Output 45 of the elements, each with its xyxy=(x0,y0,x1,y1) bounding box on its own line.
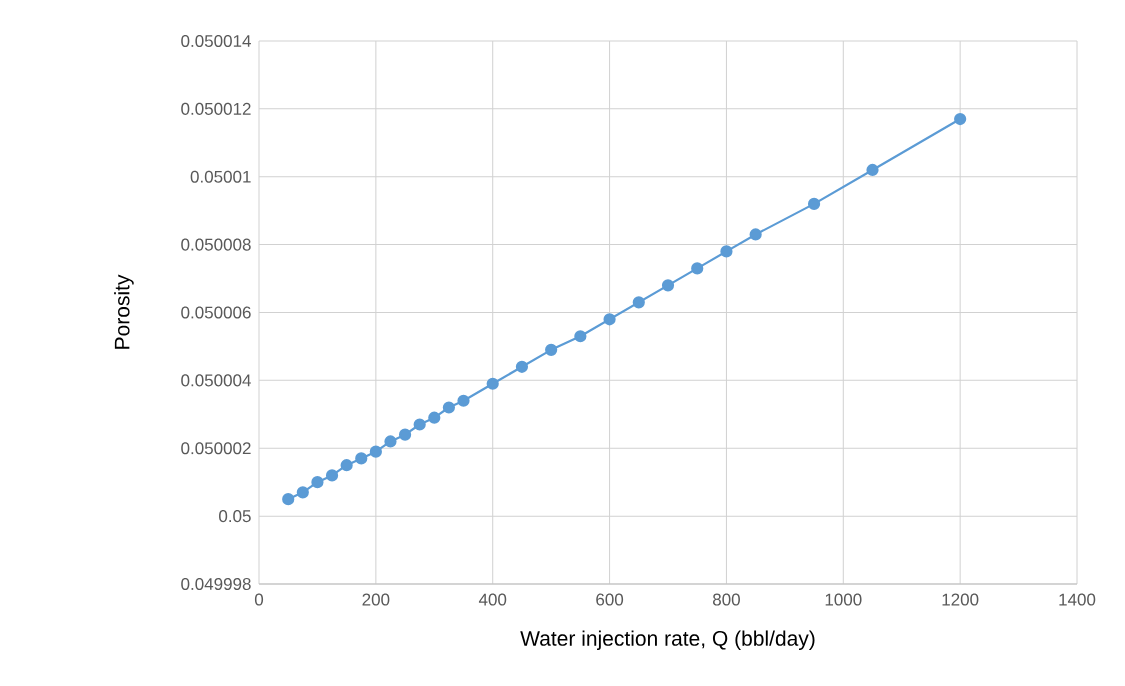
point xyxy=(691,262,704,275)
y-axis-title: Porosity xyxy=(114,274,134,349)
y-tick-label: 0.049998 xyxy=(181,577,251,591)
point xyxy=(749,228,762,241)
y-tick-label: 0.05 xyxy=(219,510,251,523)
point xyxy=(384,435,397,448)
x-tick-label: 400 xyxy=(478,593,507,606)
point xyxy=(632,296,645,309)
point xyxy=(457,394,470,407)
point xyxy=(574,330,587,343)
point xyxy=(603,313,616,326)
x-tick-label: 1400 xyxy=(1059,593,1096,606)
y-tick-label: 0.050004 xyxy=(181,374,251,387)
x-tick-label: 1000 xyxy=(825,593,862,606)
point xyxy=(325,469,339,482)
point xyxy=(486,377,499,390)
point xyxy=(545,343,558,356)
x-tick-label: 800 xyxy=(712,593,740,606)
point xyxy=(661,279,675,292)
point xyxy=(369,445,382,458)
point xyxy=(954,112,967,126)
point xyxy=(428,411,441,424)
point xyxy=(515,360,529,373)
x-axis-title: Water injection rate, Q (bbl/day) xyxy=(520,630,815,651)
x-tick-label: 0 xyxy=(254,593,264,606)
point xyxy=(720,245,733,258)
point xyxy=(355,452,368,465)
x-tick-label: 1200 xyxy=(942,593,979,606)
point xyxy=(866,163,879,177)
point xyxy=(413,418,426,431)
y-tick-label: 0.050006 xyxy=(181,306,251,319)
y-tick-label: 0.050014 xyxy=(181,34,251,48)
point xyxy=(442,401,455,414)
x-tick-label: 600 xyxy=(596,593,624,606)
y-tick-label: 0.050012 xyxy=(181,102,251,115)
point xyxy=(296,486,309,499)
y-tick-label: 0.05001 xyxy=(190,170,251,183)
y-tick-label: 0.050002 xyxy=(181,442,251,455)
point xyxy=(311,476,324,489)
x-tick-label: 200 xyxy=(362,593,390,606)
point xyxy=(807,197,821,210)
point xyxy=(282,493,295,506)
point xyxy=(398,428,412,441)
point xyxy=(340,459,353,472)
y-tick-label: 0.050008 xyxy=(181,238,251,251)
